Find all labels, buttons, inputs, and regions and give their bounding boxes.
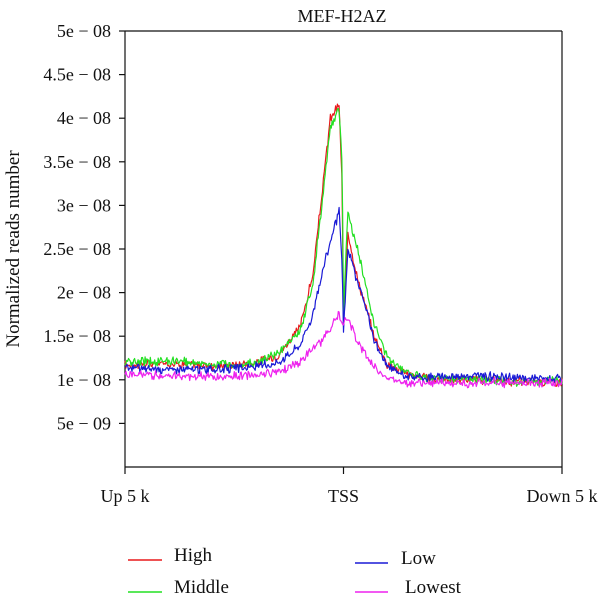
x-tick-label: Down 5 k xyxy=(527,486,598,506)
y-tick-label: 4e − 08 xyxy=(57,108,111,128)
legend-item-lowest: Lowest xyxy=(355,577,462,598)
x-tick-label: Up 5 k xyxy=(101,486,150,506)
y-ticks: 5e − 09 1e − 08 1.5e − 08 2e − 08 2.5e − 08 3… xyxy=(43,21,125,433)
y-tick-label: 3e − 08 xyxy=(57,195,111,215)
y-tick-label: 5e − 08 xyxy=(57,21,111,41)
y-tick-label: 2e − 08 xyxy=(57,283,111,303)
legend-item-low: Low xyxy=(355,548,436,569)
legend-label-low: Low xyxy=(401,548,436,569)
series-lines xyxy=(124,103,563,389)
y-tick-label: 4.5e − 08 xyxy=(43,65,111,85)
legend: High Middle Low Lowest xyxy=(128,545,462,598)
y-tick-label: 1.5e − 08 xyxy=(43,326,111,346)
y-axis-title: Normalized reads number xyxy=(3,150,24,348)
series-line-middle xyxy=(124,107,563,387)
y-tick-label: 2.5e − 08 xyxy=(43,239,111,259)
y-tick-label: 5e − 09 xyxy=(57,413,111,433)
chart-title: MEF-H2AZ xyxy=(298,6,387,26)
series-line-low xyxy=(124,206,563,384)
y-tick-label: 3.5e − 08 xyxy=(43,152,111,172)
series-line-lowest xyxy=(124,310,563,389)
legend-label-high: High xyxy=(174,545,213,566)
x-ticks: Up 5 k TSS Down 5 k xyxy=(101,467,598,506)
legend-label-middle: Middle xyxy=(174,577,229,598)
y-tick-label: 1e − 08 xyxy=(57,370,111,390)
legend-item-middle: Middle xyxy=(128,577,229,598)
x-tick-label: TSS xyxy=(328,486,359,506)
legend-item-high: High xyxy=(128,545,213,566)
legend-label-lowest: Lowest xyxy=(405,577,462,598)
